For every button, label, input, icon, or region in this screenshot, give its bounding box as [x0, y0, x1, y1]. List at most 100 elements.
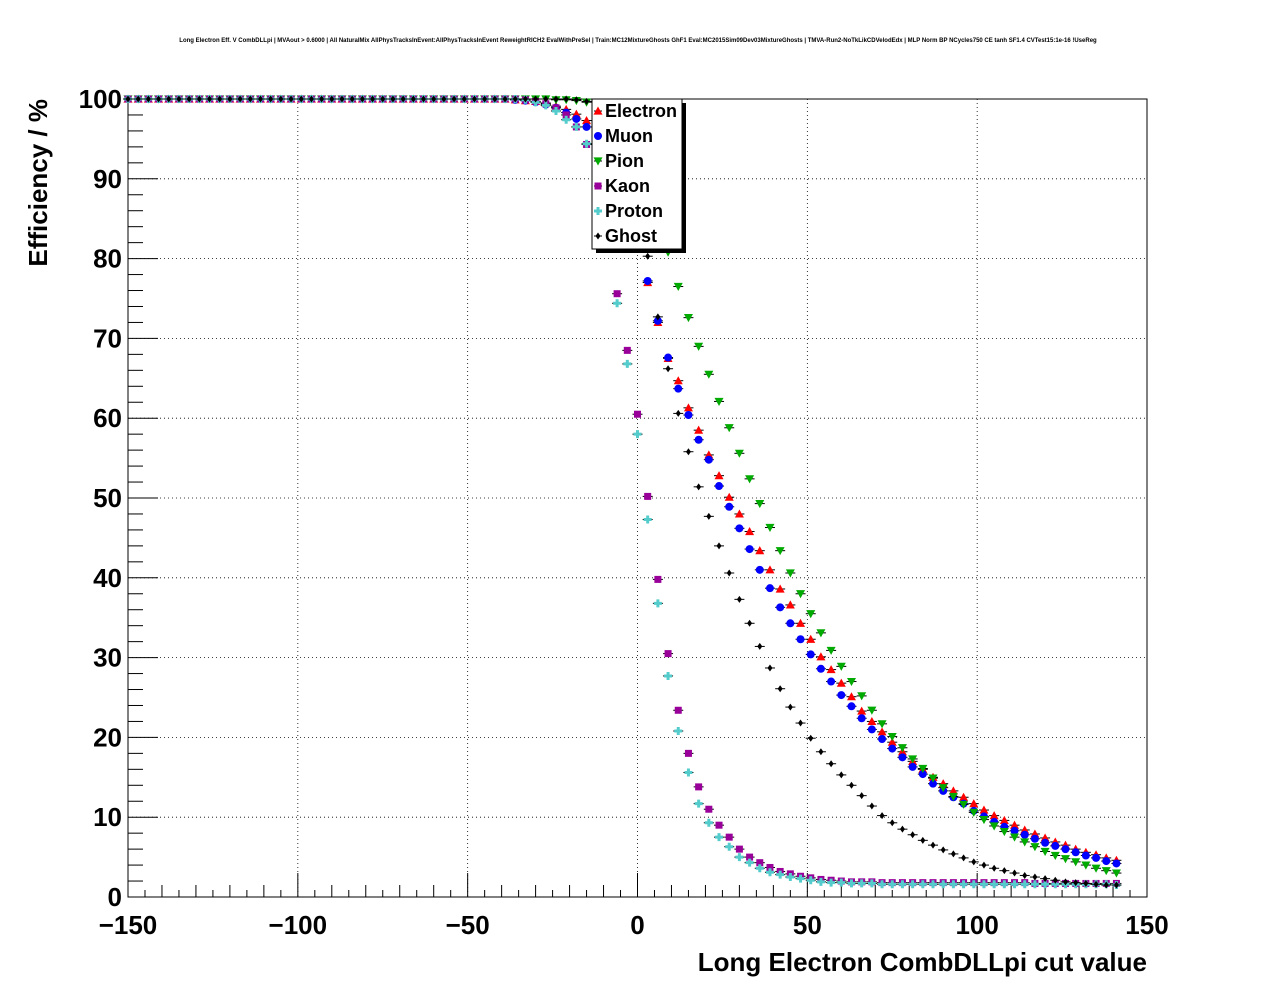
data-point-kaon	[725, 833, 733, 841]
y-tick-label: 30	[93, 643, 122, 673]
data-point-ghost	[156, 95, 162, 103]
data-point-ghost	[135, 95, 141, 103]
data-point-proton	[735, 853, 744, 862]
chart-title: Long Electron Eff. V CombDLLpi | MVAout …	[179, 38, 1097, 44]
data-point-muon	[888, 744, 897, 753]
data-point-muon	[776, 603, 785, 612]
data-point-electron	[673, 376, 683, 385]
data-point-ghost	[1093, 880, 1099, 888]
legend-entry-kaon: Kaon	[605, 176, 650, 196]
data-point-electron	[816, 652, 826, 661]
data-point-proton	[765, 868, 774, 877]
data-point-electron	[867, 716, 877, 726]
data-point-ghost	[298, 95, 304, 103]
data-point-electron	[755, 546, 765, 555]
data-point-ghost	[166, 95, 172, 103]
y-tick-label: 0	[108, 882, 122, 912]
data-point-pion	[887, 733, 897, 742]
data-point-pion	[816, 629, 826, 638]
data-point-ghost	[696, 483, 702, 491]
data-point-ghost	[522, 95, 528, 103]
y-tick-label: 60	[93, 403, 122, 433]
data-point-proton	[1030, 880, 1039, 889]
data-point-electron	[989, 811, 999, 820]
x-tick-label: −100	[269, 910, 328, 940]
data-point-electron	[836, 678, 846, 687]
data-point-proton	[969, 880, 978, 889]
data-point-kaon	[715, 821, 723, 829]
data-point-ghost	[757, 642, 763, 650]
data-point-ghost	[227, 95, 233, 103]
data-point-ghost	[533, 95, 539, 103]
data-point-proton	[572, 122, 581, 131]
data-point-kaon	[664, 650, 672, 658]
data-point-proton	[551, 106, 560, 115]
data-point-muon	[908, 762, 917, 771]
data-point-ghost	[196, 95, 202, 103]
data-point-electron	[694, 425, 704, 434]
data-point-pion	[877, 720, 887, 729]
data-point-pion	[1020, 838, 1030, 847]
data-point-pion	[1050, 851, 1060, 861]
data-point-ghost	[859, 792, 865, 800]
data-point-ghost	[1103, 881, 1109, 889]
data-point-electron	[857, 706, 867, 715]
data-point-proton	[1000, 880, 1009, 889]
data-point-ghost	[848, 781, 854, 789]
data-point-proton	[990, 880, 999, 889]
data-point-electron	[582, 116, 592, 125]
data-point-ghost	[176, 95, 182, 103]
data-point-ghost	[339, 95, 345, 103]
data-point-electron	[806, 634, 816, 643]
data-point-ghost	[573, 96, 579, 104]
data-point-ghost	[268, 95, 274, 103]
data-point-muon	[674, 384, 683, 393]
data-point-ghost	[930, 841, 936, 849]
data-point-ghost	[777, 685, 783, 693]
data-point-ghost	[471, 95, 477, 103]
data-point-pion	[1030, 843, 1040, 852]
x-axis-label: Long Electron CombDLLpi cut value	[698, 947, 1147, 977]
data-point-electron	[745, 527, 755, 536]
data-point-muon	[1010, 826, 1019, 835]
data-point-proton	[1051, 880, 1060, 889]
x-tick-label: −150	[99, 910, 158, 940]
data-point-ghost	[798, 719, 804, 727]
data-point-ghost	[492, 95, 498, 103]
x-tick-label: −50	[446, 910, 490, 940]
data-point-muon	[1071, 848, 1080, 857]
legend-marker-kaon	[594, 182, 602, 190]
data-point-kaon	[705, 805, 713, 813]
data-point-pion	[836, 662, 846, 671]
data-point-ghost	[685, 448, 691, 456]
data-point-ghost	[186, 95, 192, 103]
data-point-muon	[929, 779, 938, 788]
data-point-proton	[888, 880, 897, 889]
data-point-proton	[674, 727, 683, 736]
data-point-ghost	[237, 95, 243, 103]
data-point-ghost	[889, 819, 895, 827]
data-point-ghost	[910, 831, 916, 839]
data-point-ghost	[1012, 869, 1018, 877]
data-point-muon	[918, 770, 927, 779]
data-point-proton	[694, 799, 703, 808]
y-tick-label: 40	[93, 563, 122, 593]
data-point-ghost	[390, 95, 396, 103]
data-point-proton	[837, 878, 846, 887]
data-point-kaon	[674, 706, 682, 714]
data-point-ghost	[675, 409, 681, 417]
data-point-ghost	[787, 703, 793, 711]
legend-entry-ghost: Ghost	[605, 226, 657, 246]
data-point-pion	[755, 499, 765, 509]
data-point-muon	[857, 714, 866, 723]
data-point-ghost	[319, 95, 325, 103]
data-point-ghost	[726, 569, 732, 577]
data-point-ghost	[288, 95, 294, 103]
data-point-proton	[949, 880, 958, 889]
data-point-muon	[725, 502, 734, 511]
data-point-ghost	[410, 95, 416, 103]
y-axis-label: Efficiency / %	[23, 99, 53, 267]
data-point-electron	[1010, 820, 1020, 829]
data-point-proton	[847, 879, 856, 888]
data-point-muon	[878, 734, 887, 743]
